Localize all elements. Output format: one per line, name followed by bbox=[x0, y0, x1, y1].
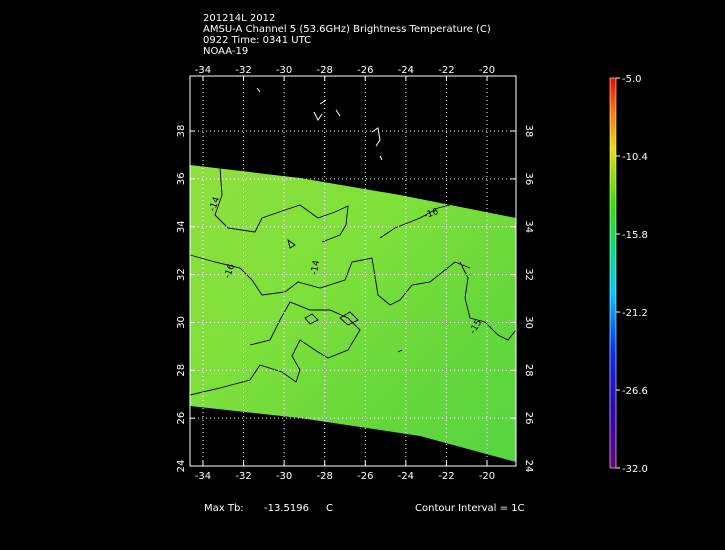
y-tick-label: 34 bbox=[176, 220, 187, 233]
y-tick-label: 26 bbox=[523, 412, 534, 425]
colorbar-label: -21.2 bbox=[622, 308, 648, 319]
max-label: Max Tb: bbox=[204, 503, 244, 514]
colorbar-label: -32.0 bbox=[622, 464, 648, 475]
x-tick-label: -22 bbox=[438, 471, 454, 482]
colorbar-label: -10.4 bbox=[622, 152, 648, 163]
x-tick-label: -32 bbox=[235, 471, 251, 482]
y-tick-label: 32 bbox=[176, 268, 187, 281]
y-tick-label: 32 bbox=[523, 268, 534, 281]
title-line: 201214L 2012 bbox=[203, 13, 275, 24]
contour-label: -14 bbox=[208, 195, 223, 212]
y-tick-label: 30 bbox=[523, 316, 534, 329]
y-tick-label: 28 bbox=[523, 364, 534, 377]
x-tick-label: -32 bbox=[235, 65, 251, 76]
x-tick-label: -28 bbox=[317, 471, 333, 482]
coast bbox=[256, 87, 383, 161]
frame bbox=[189, 75, 517, 467]
x-tick-label: -34 bbox=[195, 471, 211, 482]
y-tick-label: 26 bbox=[176, 412, 187, 425]
x-tick-label: -26 bbox=[357, 65, 373, 76]
title-line: 0922 Time: 0341 UTC bbox=[203, 35, 311, 46]
x-tick-label: -30 bbox=[276, 65, 292, 76]
x-tick-label: -30 bbox=[276, 471, 292, 482]
y-tick-label: 24 bbox=[176, 460, 187, 473]
x-tick-label: -20 bbox=[479, 65, 495, 76]
colorbar bbox=[609, 77, 617, 469]
contours bbox=[189, 167, 517, 396]
contour-label: -14 bbox=[310, 259, 322, 275]
x-tick-label: -26 bbox=[357, 471, 373, 482]
y-tick-label: 34 bbox=[523, 220, 534, 233]
y-tick-label: 24 bbox=[523, 460, 534, 473]
x-tick-label: -24 bbox=[398, 471, 414, 482]
title-line: AMSU-A Channel 5 (53.6GHz) Brightness Te… bbox=[203, 24, 491, 35]
contour-label: -16 bbox=[223, 262, 238, 279]
y-tick-label: 38 bbox=[523, 125, 534, 138]
contour-interval: Contour Interval = 1C bbox=[415, 503, 525, 514]
y-tick-label: 28 bbox=[176, 364, 187, 377]
swath bbox=[190, 165, 516, 462]
x-tick-label: -24 bbox=[398, 65, 414, 76]
colorbar-label: -26.6 bbox=[622, 386, 648, 397]
colorbar-label: -15.8 bbox=[622, 230, 648, 241]
x-tick-label: -22 bbox=[438, 65, 454, 76]
title-line: NOAA-19 bbox=[203, 46, 248, 57]
y-tick-label: 36 bbox=[176, 173, 187, 186]
x-tick-label: -34 bbox=[195, 65, 211, 76]
x-tick-label: -28 bbox=[317, 65, 333, 76]
colorbar-label: -5.0 bbox=[622, 74, 642, 85]
contour-label: -16 bbox=[423, 207, 440, 222]
max-value: -13.5196 bbox=[264, 503, 309, 514]
y-tick-label: 30 bbox=[176, 316, 187, 329]
y-tick-label: 36 bbox=[523, 173, 534, 186]
axes: -34 -34 -32 -32 -30 -30 -28 -28 -26 -26 -24 -24 -22 -… bbox=[176, 65, 534, 482]
y-tick-label: 38 bbox=[176, 125, 187, 138]
x-tick-label: -20 bbox=[479, 471, 495, 482]
max-unit: C bbox=[326, 503, 333, 514]
